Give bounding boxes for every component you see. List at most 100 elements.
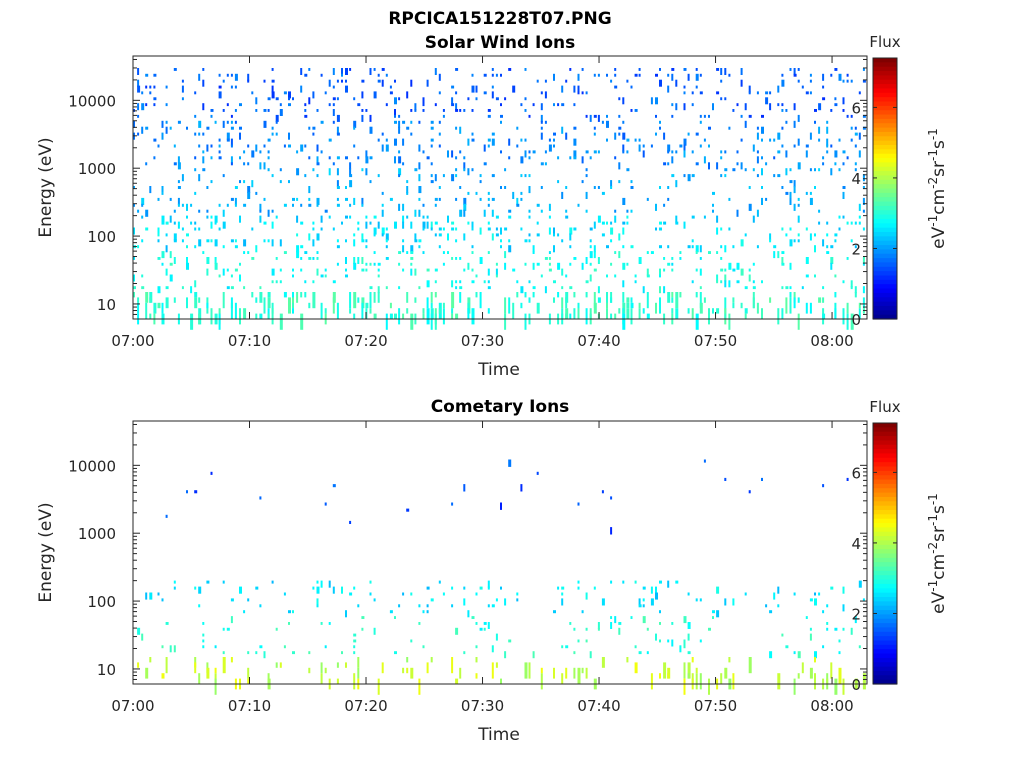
flux-cell [659,79,662,87]
colorbar-segment [873,205,897,211]
flux-cell [459,126,462,134]
flux-cell [173,144,176,148]
flux-cell [732,302,735,309]
colorbar-segment [873,301,897,307]
flux-cell [842,109,845,112]
flux-cell [361,109,364,112]
flux-cell [858,308,861,319]
flux-cell [206,215,209,219]
flux-cell [695,162,699,166]
flux-cell [569,245,572,249]
flux-cell [610,313,613,319]
flux-cell [528,174,531,178]
flux-cell [793,180,796,188]
flux-cell [226,203,229,207]
flux-cell [271,126,274,130]
flux-cell [471,308,475,325]
flux-cell [491,68,494,71]
flux-cell [659,297,661,314]
flux-cell [553,103,555,107]
flux-cell [785,297,788,314]
flux-cell [585,627,588,631]
flux-cell [565,274,568,278]
flux-cell [137,627,141,635]
flux-cell [406,508,410,512]
flux-cell [626,79,629,83]
flux-cell [133,292,135,298]
flux-cell [842,162,845,166]
flux-cell [283,592,286,596]
flux-cell [434,103,437,107]
flux-cell [773,138,776,142]
flux-cell [724,667,728,679]
colorbar-segment [873,583,897,589]
flux-cell [230,85,233,89]
colorbar-title: Flux [869,398,900,416]
flux-cell [345,274,348,278]
flux-cell [634,662,638,674]
flux-cell [259,150,262,154]
flux-cell [577,639,580,643]
flux-cell [336,168,339,176]
flux-cell [834,239,837,243]
flux-cell [161,215,165,223]
flux-cell [838,651,841,655]
flux-cell [716,274,719,282]
flux-cell [561,598,564,606]
flux-cell [528,156,531,160]
flux-cell [622,302,626,314]
flux-cell [793,297,796,309]
flux-cell [410,313,414,330]
flux-cell [328,622,331,625]
flux-cell [369,592,372,596]
flux-cell [809,627,812,631]
flux-cell [394,79,396,83]
flux-cell [663,132,666,140]
flux-cell [761,138,763,142]
flux-cell [675,580,679,584]
flux-cell [173,586,176,590]
flux-cell [703,215,706,219]
flux-cell [312,91,315,99]
flux-cell [748,114,752,118]
flux-cell [691,239,694,243]
flux-cell [610,262,613,266]
flux-cell [173,257,176,264]
flux-cell [292,308,294,314]
flux-cell [634,109,638,112]
flux-cell [593,586,596,590]
flux-cell [283,251,287,254]
flux-cell [809,667,813,679]
flux-cell [752,215,755,223]
flux-cell [630,302,634,309]
flux-cell [565,297,568,309]
flux-cell [292,97,294,101]
flux-cell [830,262,833,270]
flux-cell [504,97,507,101]
flux-cell [153,302,157,314]
flux-cell [712,191,715,195]
flux-cell [202,68,205,71]
flux-cell [475,645,478,649]
flux-cell [699,114,702,118]
flux-cell [475,592,478,596]
flux-cell [157,239,160,243]
flux-cell [194,168,197,172]
flux-cell [809,633,812,641]
flux-cell [642,616,646,624]
flux-cell [659,610,661,614]
flux-cell [736,280,740,284]
flux-cell [777,103,780,107]
flux-cell [426,156,430,160]
flux-cell [610,616,613,619]
flux-cell [487,586,490,590]
flux-cell [655,203,657,211]
flux-cell [230,302,233,319]
flux-cell [406,186,409,194]
flux-cell [504,168,507,172]
flux-cell [561,286,564,290]
flux-cell [842,586,845,594]
flux-cell [777,673,781,690]
flux-cell [548,144,552,152]
flux-cell [308,197,311,201]
